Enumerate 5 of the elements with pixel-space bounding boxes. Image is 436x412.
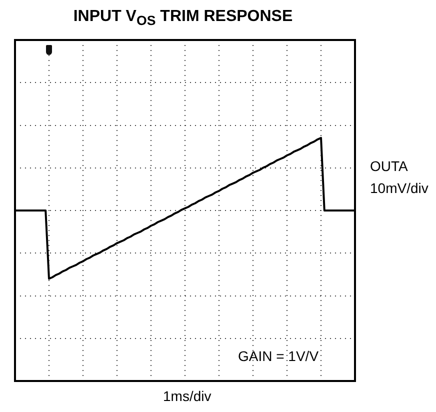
text: OUTA — [370, 158, 408, 174]
text: GAIN = 1V/V — [238, 348, 319, 364]
text: 10mV/div — [370, 180, 428, 196]
chart-title: INPUT V$_{OS}$ TRIM RESPONSE — [72, 8, 294, 28]
text: 1ms/div — [163, 388, 212, 404]
